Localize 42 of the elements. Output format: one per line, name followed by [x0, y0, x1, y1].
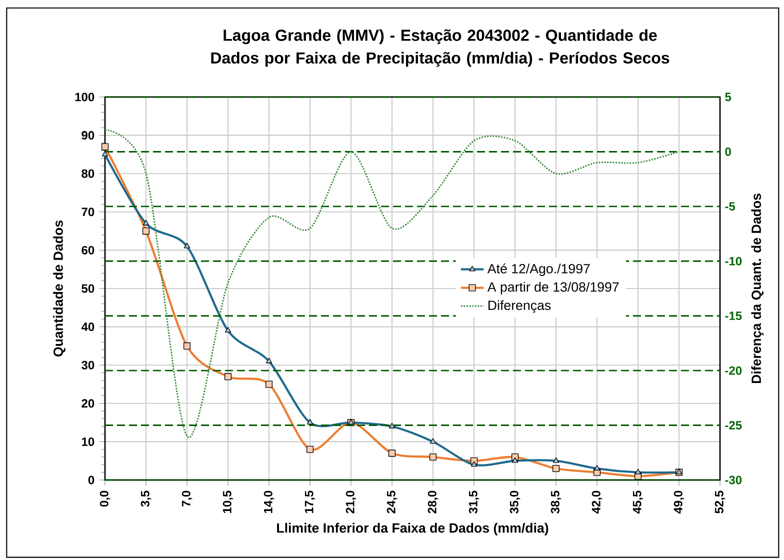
- y-tick-label: 100: [75, 92, 94, 102]
- x-axis-title: Llimite Inferior da Faixa de Dados (mm/dia): [277, 522, 548, 536]
- x-tick-label: 21,0: [346, 490, 356, 514]
- x-tick-label: 49,0: [674, 490, 684, 514]
- y-tick-label: 40: [81, 322, 94, 332]
- x-tick-label: 38,5: [550, 490, 562, 514]
- legend-label: Diferenças: [488, 300, 551, 313]
- y2-tick-label: -25: [725, 421, 742, 430]
- x-tick-label: 28,0: [428, 490, 438, 514]
- y-tick-label: 50: [82, 284, 94, 293]
- y2-tick-label: 5: [725, 92, 732, 102]
- y-tick-label: 30: [82, 360, 94, 370]
- y-tick-label: 10: [82, 437, 94, 446]
- y2-axis-title: Diferença da Quant. de Dados: [751, 194, 764, 384]
- x-tick-label: 10,5: [222, 490, 234, 514]
- x-tick-label: 24,5: [386, 490, 398, 514]
- y-tick-label: 0: [88, 476, 94, 484]
- y2-tick-label: -15: [725, 312, 742, 320]
- y-tick-label: 90: [82, 131, 94, 140]
- y-tick-label: 80: [82, 169, 94, 178]
- legend-label: Até 12/Ago./1997: [487, 263, 590, 276]
- y-tick-label: 70: [82, 208, 94, 216]
- y2-tick-label: -30: [725, 476, 742, 484]
- y2-tick-label: -10: [725, 256, 742, 266]
- x-tick-label: 42,0: [592, 490, 602, 514]
- x-tick-label: 0,0: [100, 490, 110, 507]
- x-tick-label: 17,5: [304, 490, 316, 514]
- x-tick-label: 14,0: [264, 490, 274, 514]
- x-tick-label: 45,5: [632, 490, 644, 514]
- chart-title: Lagoa Grande (MMV) - Estação 2043002 - Quantidade de Dados por Faixa de Precipitação (mm/dia) - Períodos Secos: [211, 29, 670, 67]
- legend-label: A partir de 13/08/1997: [487, 282, 619, 294]
- y2-tick-label: -5: [725, 202, 736, 211]
- x-tick-label: 35,0: [510, 490, 520, 514]
- x-tick-label: 3,5: [140, 490, 152, 507]
- y-axis-title: Quantidade de Dados: [53, 220, 66, 356]
- y2-tick-label: -20: [725, 366, 742, 375]
- x-tick-label: 31,5: [468, 490, 480, 514]
- x-tick-label: 52,5: [714, 490, 726, 514]
- y-tick-label: 20: [82, 399, 94, 408]
- y2-tick-label: 0: [725, 147, 731, 156]
- y-tick-label: 60: [82, 246, 94, 254]
- x-tick-label: 7,0: [182, 490, 192, 507]
